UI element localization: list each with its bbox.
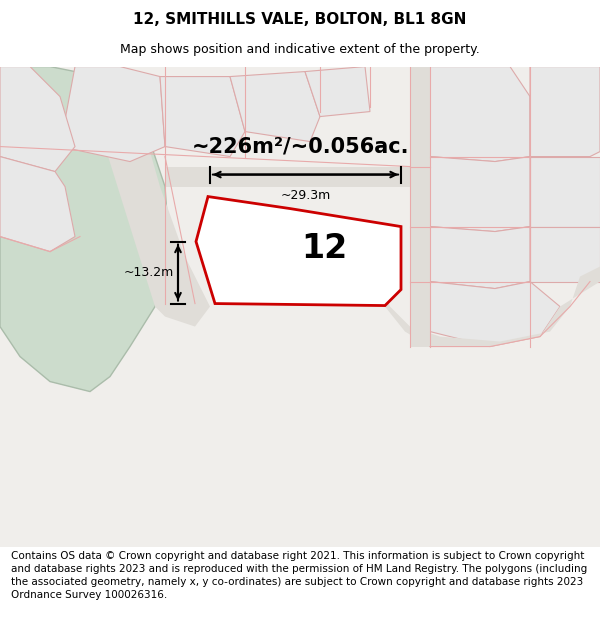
Polygon shape xyxy=(165,166,415,186)
Polygon shape xyxy=(160,76,245,156)
Text: ~29.3m: ~29.3m xyxy=(280,189,331,201)
Text: ~13.2m: ~13.2m xyxy=(124,266,174,279)
Polygon shape xyxy=(60,66,165,161)
Text: 12: 12 xyxy=(301,232,347,264)
Polygon shape xyxy=(430,156,530,231)
Text: ~226m²/~0.056ac.: ~226m²/~0.056ac. xyxy=(191,136,409,156)
Polygon shape xyxy=(385,266,600,346)
Polygon shape xyxy=(0,66,75,171)
Polygon shape xyxy=(430,281,560,346)
Polygon shape xyxy=(530,156,600,226)
Polygon shape xyxy=(80,66,210,326)
Polygon shape xyxy=(0,156,75,251)
Text: Map shows position and indicative extent of the property.: Map shows position and indicative extent… xyxy=(120,43,480,56)
Polygon shape xyxy=(430,66,530,161)
Polygon shape xyxy=(430,226,530,289)
Polygon shape xyxy=(530,66,600,156)
Polygon shape xyxy=(196,196,401,306)
Polygon shape xyxy=(530,226,600,281)
Polygon shape xyxy=(230,71,320,141)
Text: 12, SMITHILLS VALE, BOLTON, BL1 8GN: 12, SMITHILLS VALE, BOLTON, BL1 8GN xyxy=(133,12,467,28)
Polygon shape xyxy=(410,66,430,346)
Polygon shape xyxy=(305,66,370,116)
Text: Contains OS data © Crown copyright and database right 2021. This information is : Contains OS data © Crown copyright and d… xyxy=(11,551,587,601)
Polygon shape xyxy=(0,66,170,391)
